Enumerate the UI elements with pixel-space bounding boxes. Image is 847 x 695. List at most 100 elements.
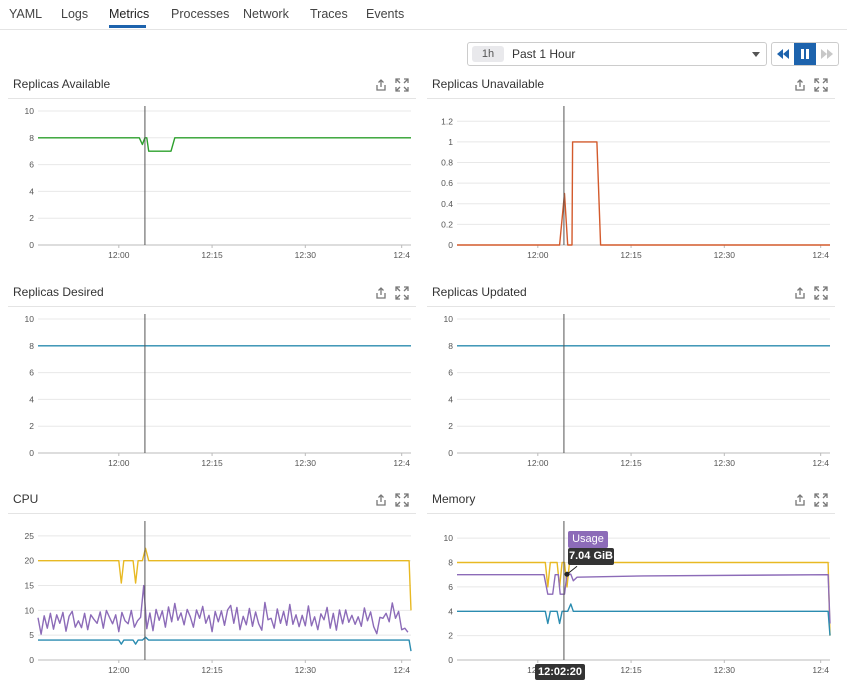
tooltip-time: 12:02:20 xyxy=(535,664,585,680)
y-tick-label: 0.2 xyxy=(441,219,453,229)
replicas-available-panel-title: Replicas Available xyxy=(13,77,111,91)
y-tick-label: 0 xyxy=(29,448,34,458)
cpu-chart[interactable]: 25 20 15 10 5 0 12:00 12:15 12:30 12:4 xyxy=(8,491,416,675)
tab-traces[interactable]: Traces xyxy=(310,7,348,21)
y-tick-label: 4 xyxy=(29,186,34,196)
replicas-desired-chart[interactable]: 10 8 6 4 2 0 12:00 12:15 12:30 12:4 xyxy=(8,284,416,468)
tab-metrics[interactable]: Metrics xyxy=(109,7,150,21)
share-icon[interactable] xyxy=(374,493,388,507)
time-range-dropdown[interactable]: 1h Past 1 Hour xyxy=(467,42,767,66)
y-tick-label: 0 xyxy=(448,240,453,250)
playback-controls xyxy=(771,42,839,66)
x-tick-label: 12:00 xyxy=(108,665,130,675)
y-tick-label: 1 xyxy=(448,137,453,147)
replicas-desired-panel-title: Replicas Desired xyxy=(13,285,104,299)
series-line-0 xyxy=(457,141,830,246)
x-tick-label: 12:4 xyxy=(812,665,829,675)
expand-icon[interactable] xyxy=(395,286,409,300)
x-tick-label: 12:30 xyxy=(714,458,736,468)
x-tick-label: 12:15 xyxy=(201,665,223,675)
x-tick-label: 12:15 xyxy=(201,458,223,468)
cpu-panel-title: CPU xyxy=(13,492,39,506)
y-tick-label: 8 xyxy=(29,341,34,351)
y-tick-label: 10 xyxy=(25,605,35,615)
x-tick-label: 12:30 xyxy=(714,250,736,260)
time-range-label: Past 1 Hour xyxy=(512,47,576,61)
y-tick-label: 8 xyxy=(29,133,34,143)
series-line-1 xyxy=(457,573,831,624)
tab-network[interactable]: Network xyxy=(243,7,289,21)
y-tick-label: 0.6 xyxy=(441,178,453,188)
x-tick-label: 12:15 xyxy=(620,665,642,675)
panel-divider xyxy=(427,98,835,99)
tooltip-series-label: Usage xyxy=(568,531,608,548)
y-tick-label: 8 xyxy=(448,341,453,351)
replicas-unavailable-chart[interactable]: 1.2 1 0.8 0.6 0.4 0.2 0 12:00 12:15 12:30 12:4 xyxy=(427,76,835,260)
expand-icon[interactable] xyxy=(814,493,828,507)
pause-icon xyxy=(801,49,809,59)
memory-panel-title: Memory xyxy=(432,492,476,506)
replicas-available-chart[interactable]: 10 8 6 4 2 0 12:00 12:15 12:30 12:4 xyxy=(8,76,416,260)
tab-processes[interactable]: Processes xyxy=(171,7,230,21)
y-tick-label: 6 xyxy=(29,368,34,378)
y-tick-label: 10 xyxy=(444,314,454,324)
active-tab-indicator xyxy=(109,25,146,28)
x-tick-label: 12:4 xyxy=(812,458,829,468)
expand-icon[interactable] xyxy=(814,78,828,92)
expand-icon[interactable] xyxy=(395,78,409,92)
panel-divider xyxy=(8,513,416,514)
tab-yaml[interactable]: YAML xyxy=(9,7,43,21)
x-tick-label: 12:15 xyxy=(620,458,642,468)
replicas-updated-chart[interactable]: 10 8 6 4 2 0 12:00 12:15 12:30 12:4 xyxy=(427,284,835,468)
y-tick-label: 8 xyxy=(448,558,453,568)
share-icon[interactable] xyxy=(793,78,807,92)
series-line-1 xyxy=(37,584,409,635)
expand-icon[interactable] xyxy=(395,493,409,507)
x-tick-label: 12:4 xyxy=(393,665,410,675)
x-tick-label: 12:00 xyxy=(108,250,130,260)
series-line-0 xyxy=(38,547,412,611)
y-tick-label: 0 xyxy=(448,655,453,665)
share-icon[interactable] xyxy=(374,286,388,300)
time-range-badge: 1h xyxy=(472,46,504,62)
y-tick-label: 10 xyxy=(25,106,35,116)
panel-divider xyxy=(8,98,416,99)
y-tick-label: 2 xyxy=(29,213,34,223)
pause-button[interactable] xyxy=(794,43,816,65)
x-tick-label: 12:15 xyxy=(201,250,223,260)
x-tick-label: 12:4 xyxy=(393,458,410,468)
share-icon[interactable] xyxy=(793,493,807,507)
panel-divider xyxy=(8,306,416,307)
series-line-2 xyxy=(38,636,412,652)
y-tick-label: 6 xyxy=(29,160,34,170)
share-icon[interactable] xyxy=(793,286,807,300)
x-tick-label: 12:30 xyxy=(295,250,317,260)
y-tick-label: 10 xyxy=(444,533,454,543)
y-tick-label: 10 xyxy=(25,314,35,324)
fast-forward-button[interactable] xyxy=(816,43,838,65)
y-tick-label: 0.8 xyxy=(441,158,453,168)
tab-logs[interactable]: Logs xyxy=(61,7,89,21)
y-tick-label: 2 xyxy=(29,421,34,431)
tab-events[interactable]: Events xyxy=(366,7,405,21)
series-line-2 xyxy=(457,603,831,636)
x-tick-label: 12:15 xyxy=(620,250,642,260)
x-tick-label: 12:00 xyxy=(108,458,130,468)
rewind-icon xyxy=(777,49,789,59)
x-tick-label: 12:30 xyxy=(714,665,736,675)
panel-divider xyxy=(427,306,835,307)
y-tick-label: 0.4 xyxy=(441,199,453,209)
rewind-button[interactable] xyxy=(772,43,794,65)
y-tick-label: 1.2 xyxy=(441,116,453,126)
series-line-0 xyxy=(38,137,411,152)
y-tick-label: 15 xyxy=(25,581,35,591)
expand-icon[interactable] xyxy=(814,286,828,300)
x-tick-label: 12:4 xyxy=(812,250,829,260)
share-icon[interactable] xyxy=(374,78,388,92)
tooltip-value: 7.04 GiB xyxy=(568,548,614,565)
y-tick-label: 4 xyxy=(448,394,453,404)
x-tick-label: 12:00 xyxy=(527,458,549,468)
tab-bar: YAML Logs Metrics Processes Network Trac… xyxy=(0,0,847,30)
tooltip-leader xyxy=(566,565,578,575)
